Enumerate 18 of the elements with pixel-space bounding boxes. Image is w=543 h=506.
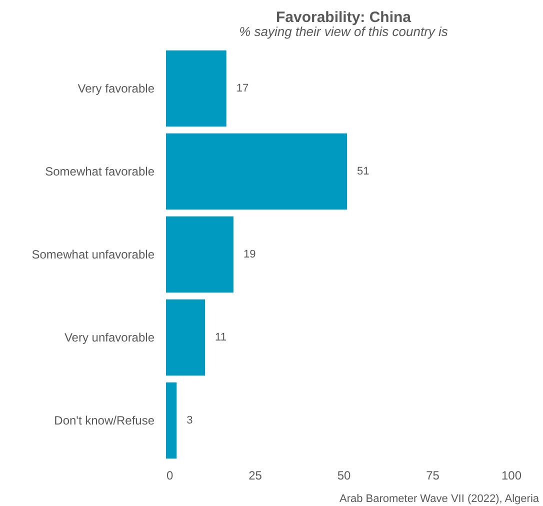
y-tick-label: Very favorable bbox=[78, 82, 155, 96]
text: Arab Barometer Wave VII (2022), Algeria bbox=[339, 493, 540, 505]
y-tick-label: Somewhat favorable bbox=[45, 164, 155, 178]
data-label: 51 bbox=[357, 166, 370, 178]
x-tick-label: 0 bbox=[166, 468, 174, 482]
data-label: 11 bbox=[215, 332, 226, 344]
data-label: 19 bbox=[243, 248, 256, 260]
chart-title: Favorability: China bbox=[276, 9, 412, 26]
x-tick-label: 75 bbox=[426, 468, 440, 482]
x-tick-label: 25 bbox=[248, 468, 262, 482]
y-tick-label: Somewhat unfavorable bbox=[32, 248, 155, 262]
y-tick-label: Very unfavorable bbox=[64, 330, 155, 344]
x-tick-label: 50 bbox=[337, 468, 351, 482]
y-tick-label: Don't know/Refuse bbox=[54, 414, 155, 428]
data-label: 17 bbox=[236, 82, 249, 94]
x-tick-label: 100 bbox=[501, 468, 522, 482]
data-label: 3 bbox=[186, 414, 193, 426]
chart-subtitle: % saying their view of this country is bbox=[239, 24, 448, 39]
